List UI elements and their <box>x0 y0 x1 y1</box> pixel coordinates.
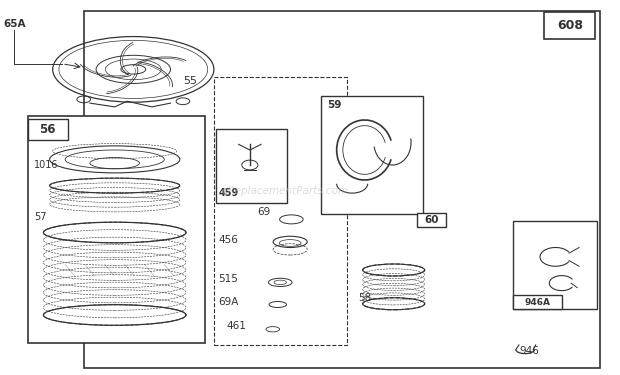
FancyBboxPatch shape <box>28 119 68 140</box>
FancyBboxPatch shape <box>513 295 562 309</box>
Text: 459: 459 <box>219 188 239 198</box>
Text: 55: 55 <box>183 76 197 86</box>
Text: 946A: 946A <box>525 298 551 307</box>
FancyBboxPatch shape <box>84 11 600 368</box>
FancyBboxPatch shape <box>417 213 446 227</box>
Text: 946: 946 <box>520 346 539 355</box>
Text: 59: 59 <box>327 100 342 110</box>
Text: eReplacementParts.com: eReplacementParts.com <box>221 186 349 196</box>
Text: 56: 56 <box>40 123 56 135</box>
Text: 60: 60 <box>424 215 439 225</box>
Text: 69A: 69A <box>218 297 239 307</box>
FancyBboxPatch shape <box>321 96 423 214</box>
Text: 515: 515 <box>218 274 238 284</box>
Text: 1016: 1016 <box>34 160 59 170</box>
Text: 69: 69 <box>257 207 270 217</box>
FancyBboxPatch shape <box>513 221 597 309</box>
FancyBboxPatch shape <box>544 12 595 39</box>
FancyBboxPatch shape <box>28 116 205 343</box>
Text: 456: 456 <box>218 235 238 245</box>
Text: 65A: 65A <box>3 20 25 29</box>
Text: 461: 461 <box>226 321 246 331</box>
FancyBboxPatch shape <box>216 129 287 203</box>
Text: 57: 57 <box>34 213 46 222</box>
Text: 608: 608 <box>557 20 583 32</box>
Text: 58: 58 <box>358 293 371 303</box>
